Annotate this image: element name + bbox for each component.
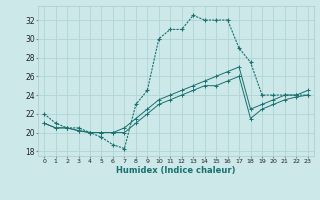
X-axis label: Humidex (Indice chaleur): Humidex (Indice chaleur) bbox=[116, 166, 236, 175]
